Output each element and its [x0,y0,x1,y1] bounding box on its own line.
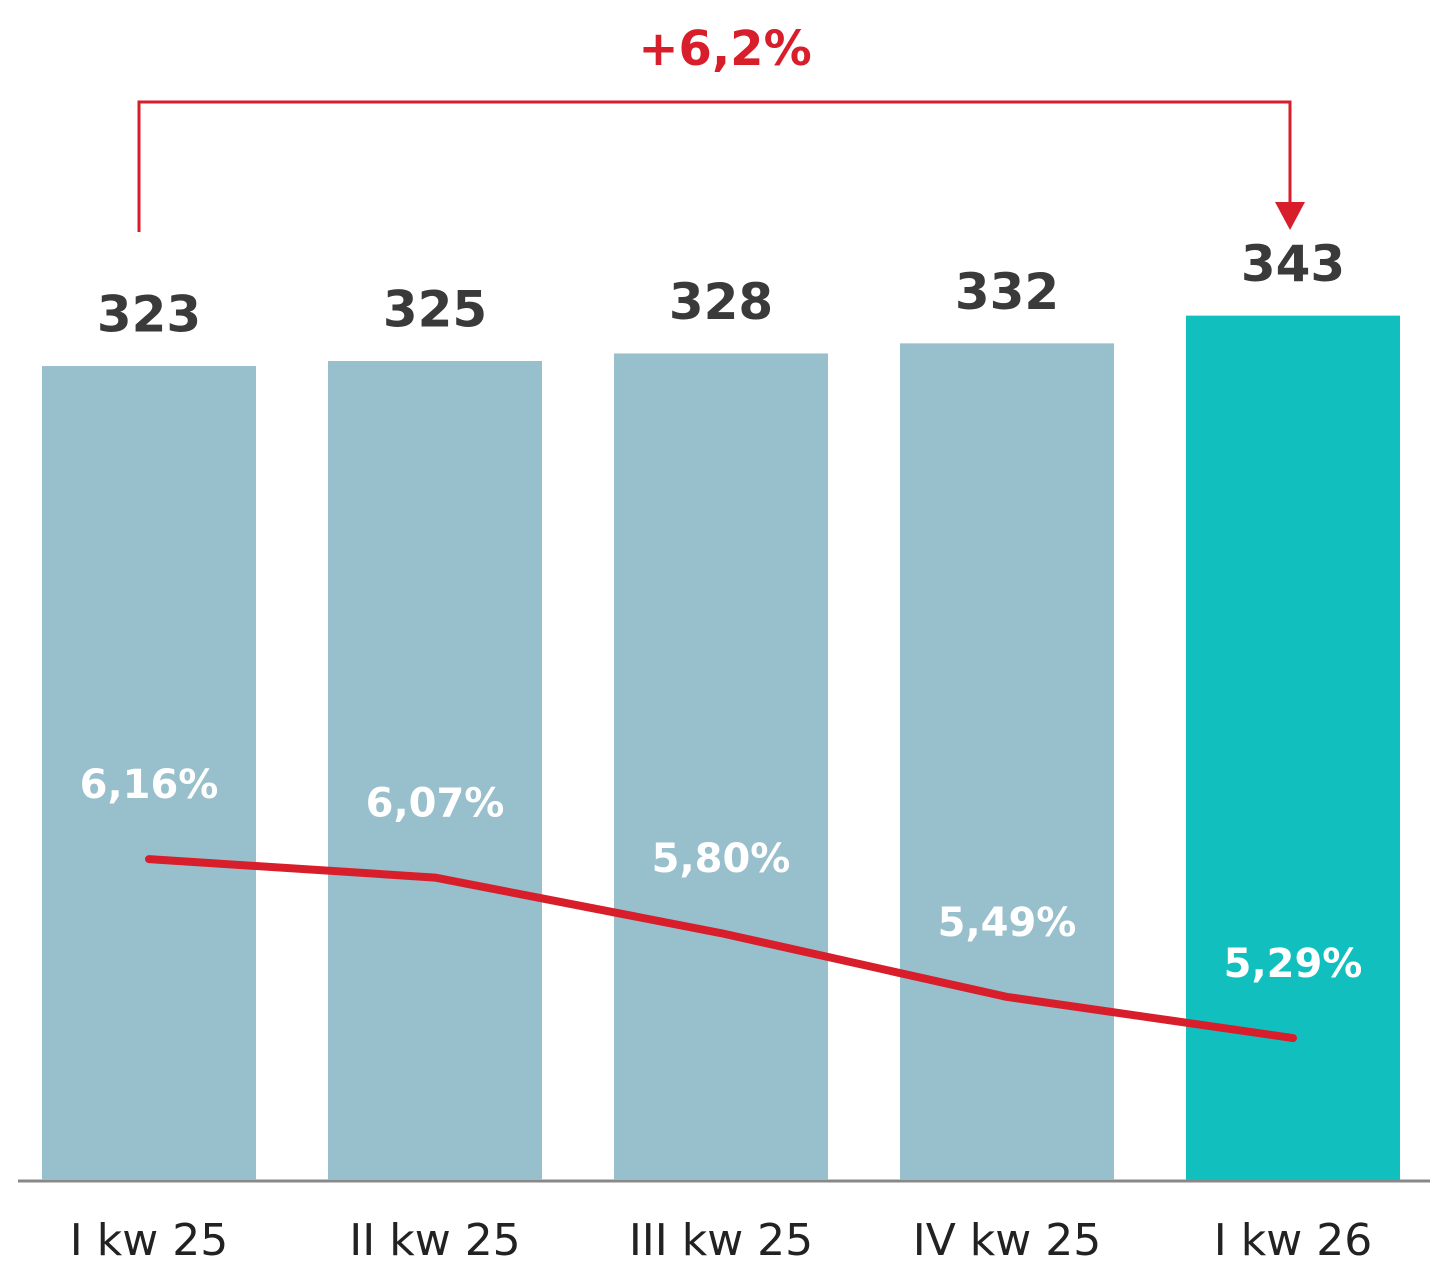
annotation: +6,2% [638,21,811,77]
bar-value-label: 323 [97,286,201,344]
line-value-label: 5,80% [652,836,791,882]
x-tick-label: I kw 25 [70,1215,228,1266]
line-value-label: 5,49% [938,900,1077,946]
line-value-label: 6,16% [80,762,219,808]
bar [614,353,828,1180]
bar [900,343,1114,1180]
bracket [137,100,1292,232]
line-value-label: 6,07% [366,781,505,827]
x-tick-label: III kw 25 [629,1215,813,1266]
arrow-head [1275,202,1305,230]
bar [328,361,542,1180]
bar [1186,315,1400,1180]
bar [42,366,256,1180]
bar-value-label: 332 [955,263,1059,321]
bar-value-label: 328 [669,273,773,331]
line [145,855,1297,1043]
bar-value-label: 343 [1241,235,1345,293]
bar-value-label: 325 [383,281,487,339]
x-tick-label: I kw 26 [1214,1215,1372,1266]
x-tick-label: II kw 25 [349,1215,520,1266]
x-tick-label: IV kw 25 [913,1215,1102,1266]
line-value-label: 5,29% [1224,941,1363,987]
